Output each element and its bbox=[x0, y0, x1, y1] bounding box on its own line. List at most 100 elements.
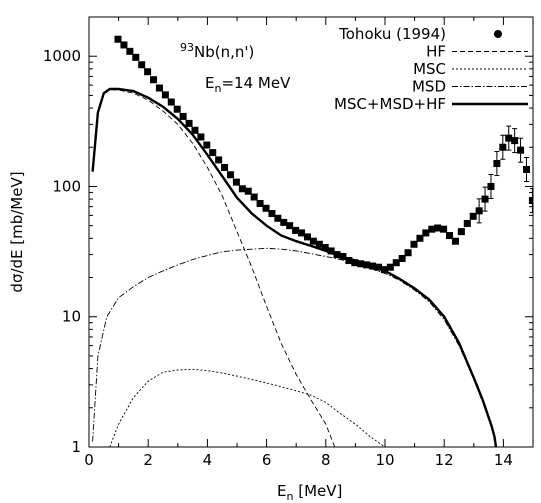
data-point bbox=[161, 91, 169, 99]
y-tick-label: 100 bbox=[52, 177, 81, 195]
data-point bbox=[274, 214, 282, 222]
data-point bbox=[197, 133, 205, 141]
data-point bbox=[179, 112, 187, 120]
data-point bbox=[517, 146, 525, 154]
x-tick-label: 14 bbox=[494, 451, 513, 469]
data-point bbox=[505, 134, 513, 142]
data-point bbox=[256, 200, 264, 208]
data-point bbox=[434, 224, 442, 232]
data-point bbox=[463, 219, 471, 227]
energy-annotation-rest: =14 MeV bbox=[221, 74, 291, 92]
x-tick-label: 6 bbox=[262, 451, 272, 469]
x-tick-label: 4 bbox=[203, 451, 213, 469]
data-point bbox=[150, 76, 158, 84]
data-point bbox=[392, 259, 400, 267]
series-msc-msd-hf-line bbox=[91, 87, 498, 447]
data-point bbox=[280, 218, 288, 226]
data-point bbox=[327, 247, 335, 255]
series-msc-line bbox=[109, 368, 386, 447]
data-point bbox=[522, 165, 530, 173]
data-point bbox=[286, 222, 294, 230]
axis-ticks: 0 2 4 6 8 10 12 14 1 10 100 1000 bbox=[43, 16, 533, 469]
data-point bbox=[451, 237, 459, 245]
data-point bbox=[309, 237, 317, 245]
legend-label-msc-msd-hf: MSC+MSD+HF bbox=[334, 95, 446, 113]
legend-label-msc: MSC bbox=[413, 60, 446, 78]
reaction-annotation-text: Nb(n,n') bbox=[194, 43, 254, 61]
data-point bbox=[410, 240, 418, 248]
data-point bbox=[262, 204, 270, 212]
data-point bbox=[469, 212, 477, 220]
x-tick-label: 0 bbox=[84, 451, 94, 469]
legend-label-hf: HF bbox=[426, 43, 446, 61]
data-point bbox=[428, 225, 436, 233]
data-point bbox=[226, 171, 234, 179]
data-point bbox=[114, 35, 122, 43]
x-axis-label-base: E bbox=[277, 482, 286, 500]
data-point bbox=[238, 185, 246, 193]
plot-frame bbox=[88, 16, 534, 448]
legend-marker-tohoku-1994 bbox=[494, 30, 502, 38]
data-point bbox=[298, 229, 306, 237]
data-point bbox=[446, 232, 454, 240]
data-point bbox=[268, 210, 276, 218]
energy-annotation-sub: n bbox=[214, 82, 221, 95]
data-point bbox=[422, 229, 430, 237]
data-point bbox=[144, 68, 152, 76]
y-tick-label: 10 bbox=[62, 308, 81, 326]
data-point bbox=[292, 226, 300, 234]
data-point bbox=[132, 53, 140, 61]
data-point bbox=[315, 240, 323, 248]
energy-annotation-base: E bbox=[205, 74, 214, 92]
data-point bbox=[481, 195, 489, 203]
x-tick-label: 8 bbox=[321, 451, 331, 469]
x-tick-label: 12 bbox=[435, 451, 454, 469]
series-tohoku-1994 bbox=[114, 35, 541, 274]
series-layer bbox=[91, 35, 541, 447]
data-point bbox=[120, 41, 128, 49]
data-point bbox=[493, 160, 501, 168]
data-point bbox=[173, 105, 181, 113]
x-axis-label-rest: [MeV] bbox=[293, 482, 342, 500]
data-point bbox=[126, 47, 134, 55]
data-point bbox=[191, 126, 199, 134]
data-point bbox=[487, 182, 495, 190]
data-point bbox=[209, 149, 217, 157]
data-point bbox=[374, 263, 382, 271]
data-point bbox=[167, 98, 175, 106]
x-axis-label: En [MeV] bbox=[277, 482, 342, 503]
data-point bbox=[528, 197, 533, 205]
data-point bbox=[351, 259, 359, 267]
data-point bbox=[357, 260, 365, 268]
data-point bbox=[185, 119, 193, 127]
data-point bbox=[303, 233, 311, 241]
data-point bbox=[535, 202, 541, 209]
data-point bbox=[138, 61, 146, 69]
reaction-annotation: 93Nb(n,n') bbox=[180, 41, 254, 61]
y-tick-label: 1000 bbox=[43, 47, 81, 65]
data-point bbox=[511, 137, 519, 145]
x-tick-label: 2 bbox=[143, 451, 153, 469]
y-tick-label: 1 bbox=[71, 438, 81, 456]
series-hf-line bbox=[92, 89, 336, 447]
data-point bbox=[475, 207, 483, 215]
legend-label-tohoku-1994: Tohoku (1994) bbox=[338, 25, 446, 43]
data-point bbox=[321, 244, 329, 252]
data-point bbox=[215, 156, 223, 164]
data-point bbox=[404, 249, 412, 257]
data-point bbox=[232, 178, 240, 186]
data-point bbox=[244, 187, 252, 195]
x-tick-label: 10 bbox=[375, 451, 394, 469]
data-point bbox=[398, 254, 406, 262]
y-axis-label: dσ/dE [mb/MeV] bbox=[8, 171, 26, 292]
legend-label-msd: MSD bbox=[412, 78, 446, 96]
data-point bbox=[250, 193, 258, 201]
energy-annotation: En=14 MeV bbox=[205, 74, 291, 95]
data-point bbox=[221, 163, 229, 171]
series-msd-line bbox=[92, 247, 497, 447]
data-point bbox=[499, 143, 507, 151]
data-point bbox=[416, 234, 424, 242]
data-point bbox=[457, 228, 465, 236]
